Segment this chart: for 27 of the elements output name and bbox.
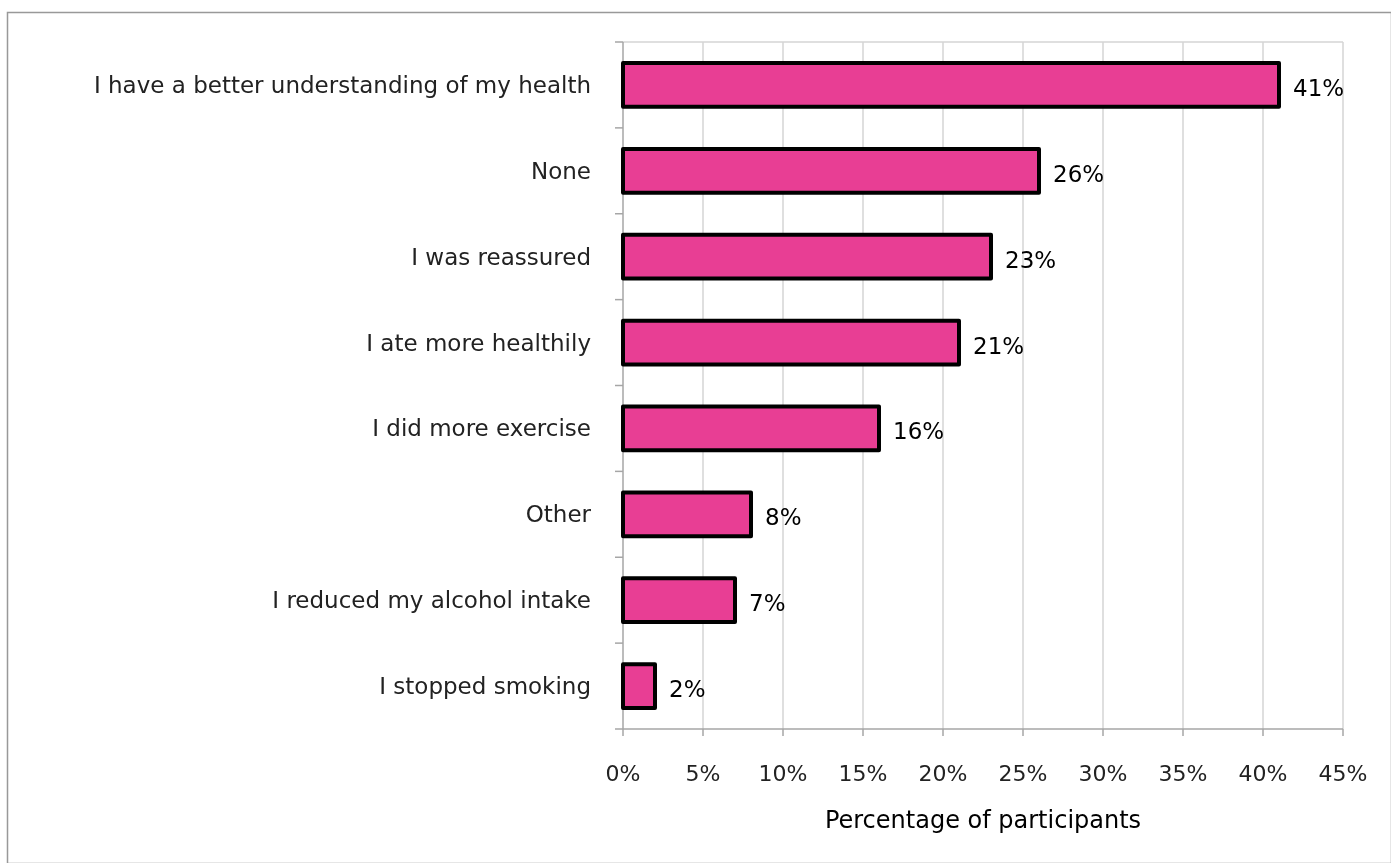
y-tick-label: None	[530, 157, 591, 184]
data-label: 7%	[749, 590, 786, 617]
y-tick-label: I was reassured	[411, 243, 591, 270]
data-label: 2%	[669, 676, 706, 703]
x-tick-label: 40%	[1238, 760, 1288, 786]
x-tick-label: 35%	[1158, 760, 1208, 786]
y-tick-label: I did more exercise	[372, 415, 591, 442]
y-tick-label: I have a better understanding of my health	[93, 71, 591, 98]
x-tick-label: 10%	[758, 760, 808, 786]
x-tick-label: 5%	[685, 760, 721, 786]
data-label: 8%	[765, 504, 802, 531]
y-tick-label: I ate more healthily	[366, 329, 591, 356]
data-label: 41%	[1293, 74, 1345, 101]
data-label: 21%	[973, 332, 1025, 359]
data-label: 16%	[893, 418, 945, 445]
x-tick-label: 0%	[605, 760, 641, 786]
x-tick-label: 25%	[998, 760, 1048, 786]
data-label: 26%	[1053, 160, 1105, 187]
x-tick-label: 45%	[1318, 760, 1368, 786]
data-label: 23%	[1005, 246, 1057, 273]
y-tick-label: Other	[525, 501, 592, 528]
x-axis-title: Percentage of participants	[824, 806, 1142, 834]
x-tick-label: 20%	[918, 760, 968, 786]
x-tick-label: 30%	[1078, 760, 1128, 786]
y-tick-label: I reduced my alcohol intake	[272, 587, 591, 614]
x-tick-label: 15%	[838, 760, 888, 786]
y-tick-label: I stopped smoking	[379, 673, 591, 700]
